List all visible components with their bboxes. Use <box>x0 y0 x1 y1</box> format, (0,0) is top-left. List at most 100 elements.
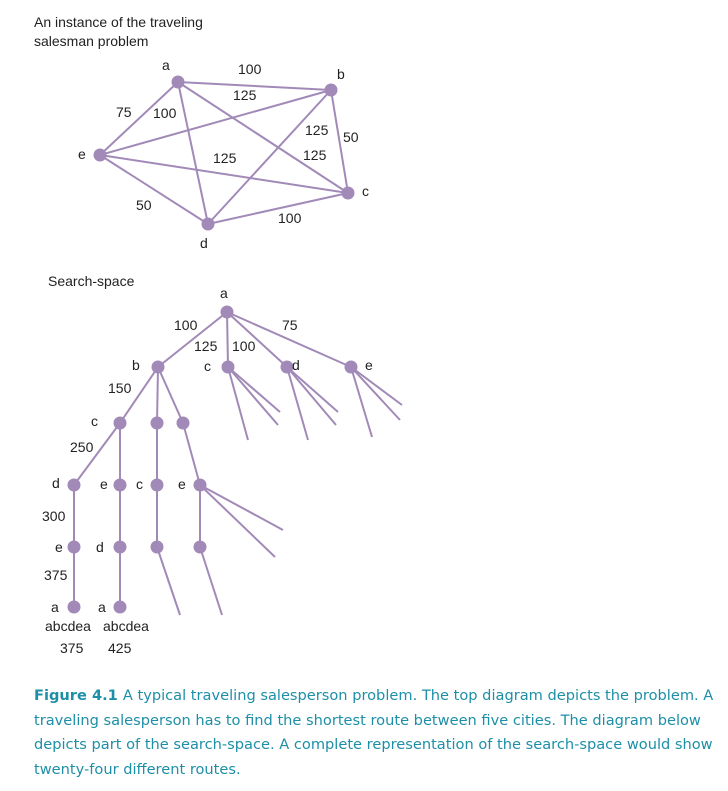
tree-node-root <box>220 305 234 319</box>
tree-node-leaf1 <box>67 600 81 614</box>
tree-edges <box>73 311 403 616</box>
tree-label-bcde: e <box>55 539 63 555</box>
tree-node-c <box>221 360 235 374</box>
tree-edge-costs: 100 125 100 75 150 250 300 375 <box>42 317 298 583</box>
tree-label-leaf-a1: a <box>51 599 59 615</box>
graph-edge-b-d <box>207 89 332 225</box>
tsp-diagram: 100 125 100 75 50 125 125 100 125 50 a b… <box>42 57 403 656</box>
tree-node-bcde <box>67 540 81 554</box>
route-path-1: abcdea <box>45 618 91 634</box>
tree-label-bced: d <box>96 539 104 555</box>
tree-edge-root-c <box>226 311 229 368</box>
tree-cost-ac: 125 <box>194 338 218 354</box>
graph-edge-a-d <box>177 81 209 225</box>
tree-node-bc <box>113 416 127 430</box>
graph-edge-d-e <box>99 154 209 225</box>
tree-edge-root-e <box>226 311 352 368</box>
graph-edge-a-e <box>99 81 179 156</box>
route-cost-2: 425 <box>108 640 132 656</box>
graph-edge-b-e <box>99 89 332 156</box>
tree-node-b2cx <box>150 540 164 554</box>
weight-b-e: 125 <box>213 150 237 166</box>
search-space-title: Search-space <box>48 273 135 289</box>
tree-label-leaf-a2: a <box>98 599 106 615</box>
tree-label-c: c <box>204 358 211 374</box>
graph-node-labels: a b c d e <box>78 57 369 251</box>
graph-edges <box>99 81 349 225</box>
tree-node-bce <box>113 478 127 492</box>
tree-label-root-a: a <box>220 285 228 301</box>
weight-a-c: 125 <box>233 87 257 103</box>
graph-node-b <box>324 83 338 97</box>
tree-open-branch <box>286 366 339 413</box>
tree-node-b3 <box>176 416 190 430</box>
tree-open-branch <box>350 366 403 406</box>
tree-cost-de: 300 <box>42 508 66 524</box>
tree-open-branch <box>286 366 337 426</box>
tree-open-branch <box>199 484 276 558</box>
tree-open-branch <box>286 366 309 441</box>
tree-node-leaf2 <box>113 600 127 614</box>
graph-title: An instance of the traveling salesman pr… <box>34 14 203 49</box>
tree-node-b <box>151 360 165 374</box>
tree-node-b2 <box>150 416 164 430</box>
graph-node-label-a: a <box>162 57 170 73</box>
tree-open-branch <box>350 366 401 421</box>
tree-cost-ab: 100 <box>174 317 198 333</box>
tree-open-branch <box>227 366 249 441</box>
weight-a-d: 100 <box>153 105 177 121</box>
tree-node-bcd <box>67 478 81 492</box>
weight-b-d: 125 <box>303 147 327 163</box>
graph-node-e <box>93 148 107 162</box>
tree-node-b2c <box>150 478 164 492</box>
tree-node-bced <box>113 540 127 554</box>
tree-open-branch <box>350 366 373 438</box>
weight-c-d: 100 <box>278 210 302 226</box>
tree-open-branch <box>227 366 279 426</box>
graph-node-c <box>341 186 355 200</box>
tree-edge-b-bc <box>119 366 159 424</box>
tree-node-e <box>344 360 358 374</box>
tree-edge-b-b3 <box>157 366 184 424</box>
graph-node-label-d: d <box>200 235 208 251</box>
tree-edge-bc-bcd <box>73 422 121 486</box>
weight-a-b: 100 <box>238 61 262 77</box>
tree-cost-ea: 375 <box>44 567 68 583</box>
graph-edge-c-e <box>99 154 349 194</box>
tree-edge-b3-b3e <box>182 422 201 486</box>
graph-edge-weights: 100 125 100 75 50 125 125 100 125 50 <box>116 61 359 226</box>
tree-label-d: d <box>292 357 300 373</box>
figure-caption: Figure 4.1 A typical traveling salesperso… <box>34 684 714 782</box>
tree-edge-b-b2 <box>156 366 159 424</box>
graph-node-label-b: b <box>337 66 345 82</box>
tree-label-bce: e <box>100 476 108 492</box>
graph-node-label-e: e <box>78 146 86 162</box>
graph-node-d <box>201 217 215 231</box>
weight-b-c: 50 <box>343 129 359 145</box>
graph-nodes <box>93 75 355 231</box>
tree-edge-root-b <box>157 311 228 368</box>
tree-label-bc: c <box>91 413 98 429</box>
figure-label: Figure 4.1 <box>34 687 118 704</box>
tree-node-labels: a b c d e c d e c e e d a a <box>51 285 373 615</box>
graph-edge-b-c <box>330 89 349 194</box>
graph-edge-a-c <box>177 81 349 194</box>
weight-a-e: 75 <box>116 104 132 120</box>
tree-edge-root-d <box>226 311 288 368</box>
tree-node-b3e <box>193 478 207 492</box>
tree-label-c2: c <box>136 476 143 492</box>
route-path-2: abcdea <box>103 618 149 634</box>
tree-cost-cd: 250 <box>70 439 94 455</box>
tree-label-bcd: d <box>52 475 60 491</box>
graph-node-a <box>171 75 185 89</box>
graph-edge-a-b <box>177 81 332 91</box>
tree-label-e: e <box>365 357 373 373</box>
tree-cost-bc: 150 <box>108 380 132 396</box>
tree-open-branch <box>199 546 223 616</box>
tree-node-d <box>280 360 294 374</box>
tree-label-e2: e <box>178 476 186 492</box>
graph-node-label-c: c <box>362 183 369 199</box>
tree-cost-ad: 100 <box>232 338 256 354</box>
route-cost-1: 375 <box>60 640 84 656</box>
tree-open-branch <box>227 366 281 413</box>
